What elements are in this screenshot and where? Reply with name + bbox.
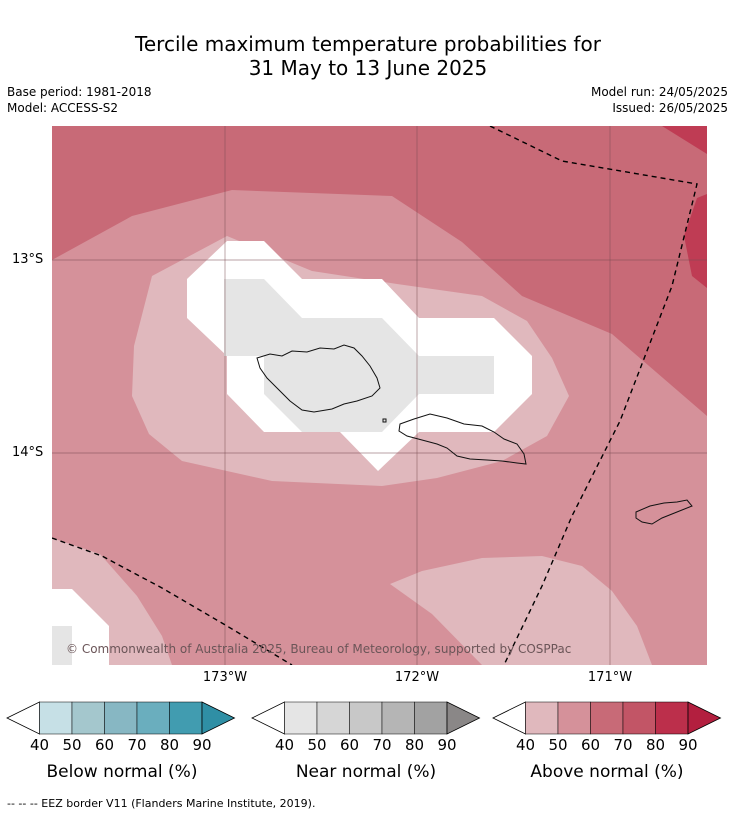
legend-swatch (622, 701, 656, 735)
legend-tick-label: 50 (307, 736, 326, 754)
legend-swatch (104, 701, 138, 735)
probability-map: © Commonwealth of Australia 2025, Bureau… (52, 126, 707, 665)
legend-colorbar: 40 50 60 70 80 90 (6, 701, 236, 754)
legend-tick-label: 80 (646, 736, 665, 754)
lat-label-14s: 14°S (12, 445, 44, 460)
legend-tick-label: 70 (127, 736, 146, 754)
legend-tick-label: 50 (548, 736, 567, 754)
legend-tick-label: 40 (275, 736, 294, 754)
eez-border-east (489, 126, 698, 665)
title-line-2: 31 May to 13 June 2025 (248, 56, 488, 80)
savaii-island (256, 344, 381, 413)
lon-label-171w: 171°W (587, 670, 633, 685)
upolu-island (398, 413, 527, 465)
legend-swatch (71, 701, 105, 735)
near-normal-region (224, 279, 494, 432)
legend-tick-label: 60 (581, 736, 600, 754)
legend-extend-low (492, 701, 526, 735)
eez-border-note: -- -- -- EEZ border V11 (Flanders Marine… (7, 797, 316, 810)
above-70-region (52, 126, 707, 416)
lon-label-172w: 172°W (394, 670, 440, 685)
apolima-island (382, 418, 387, 423)
legend-tick-label: 80 (405, 736, 424, 754)
coastlines (256, 344, 693, 525)
legend-title-below: Below normal (%) (46, 762, 198, 782)
lon-label-173w: 173°W (202, 670, 248, 685)
legend-extend-low (251, 701, 285, 735)
legend-colorbars: 40 50 60 70 80 90 40 50 60 70 80 90 40 50 60 70 80 90 (6, 701, 722, 754)
near-normal-region (52, 626, 72, 665)
legend-tick-label: 90 (678, 736, 697, 754)
legend-tick-label: 60 (95, 736, 114, 754)
above-80-region (662, 126, 707, 154)
legend-tick-label: 70 (613, 736, 632, 754)
legend-swatch (136, 701, 170, 735)
legend-tick-label: 40 (30, 736, 49, 754)
chart-title: Tercile maximum temperature probabilitie… (0, 32, 736, 80)
copyright-text: © Commonwealth of Australia 2025, Bureau… (66, 642, 571, 656)
legend-extend-high (201, 701, 236, 735)
issued-text: Issued: 26/05/2025 (612, 101, 728, 115)
graticule (52, 126, 707, 665)
legend-title-near: Near normal (%) (295, 762, 437, 782)
legend-tick-label: 90 (437, 736, 456, 754)
legend-swatch (525, 701, 559, 735)
legend-swatch (655, 701, 689, 735)
legend-tick-label: 50 (62, 736, 81, 754)
legend-swatch (414, 701, 448, 735)
legend-tick-label: 40 (516, 736, 535, 754)
legend-swatch (557, 701, 591, 735)
legend-tick-label: 70 (372, 736, 391, 754)
model-text: Model: ACCESS-S2 (7, 101, 119, 115)
legend-swatch (349, 701, 383, 735)
legend-colorbar: 40 50 60 70 80 90 (492, 701, 722, 754)
base-period-text: Base period: 1981-2018 (7, 85, 152, 99)
legend-tick-label: 60 (340, 736, 359, 754)
meta-left: Base period: 1981-2018 Model: ACCESS-S2 (7, 84, 152, 116)
legend-swatch (169, 701, 203, 735)
map-canvas: © Commonwealth of Australia 2025, Bureau… (52, 126, 707, 665)
lat-label-13s: 13°S (12, 252, 44, 267)
legend-extend-low (6, 701, 40, 735)
legend-swatch (316, 701, 350, 735)
legend-extend-high (446, 701, 481, 735)
eez-border-southwest (52, 537, 293, 665)
above-80-region (684, 194, 707, 288)
legend-tick-label: 90 (192, 736, 211, 754)
legend-swatch (590, 701, 624, 735)
legend-swatch (381, 701, 415, 735)
above-50-region (390, 556, 652, 665)
tutuila-island (635, 499, 693, 525)
legend-swatch (39, 701, 73, 735)
legend-extend-high (687, 701, 722, 735)
legend-tick-label: 80 (160, 736, 179, 754)
legend-title-above: Above normal (%) (530, 762, 684, 782)
meta-right: Model run: 24/05/2025 Issued: 26/05/2025 (591, 84, 728, 116)
model-run-text: Model run: 24/05/2025 (590, 85, 728, 99)
title-line-1: Tercile maximum temperature probabilitie… (135, 32, 601, 56)
legend-swatch (284, 701, 318, 735)
eez-borders (52, 126, 698, 665)
legend-colorbar: 40 50 60 70 80 90 (251, 701, 481, 754)
